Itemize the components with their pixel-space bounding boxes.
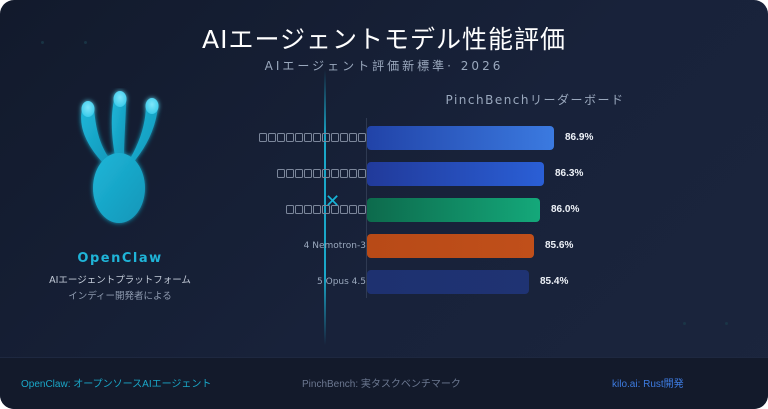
brand-tagline: AIエージェントプラットフォーム (49, 275, 191, 286)
missing-glyph-icon (259, 133, 267, 142)
decor-dot (41, 41, 44, 44)
missing-glyph-icon (331, 133, 339, 142)
missing-glyph-icon (322, 133, 330, 142)
claw-hand-icon (81, 91, 159, 223)
missing-glyph-icon (295, 205, 303, 214)
missing-glyph-icon (331, 169, 339, 178)
missing-glyph-icon (304, 169, 312, 178)
missing-glyph-icon (295, 169, 303, 178)
footer-kilo-note: kilo.ai: Rust開発 (612, 379, 684, 390)
missing-glyph-icon (313, 205, 321, 214)
bar-label: 5 Opus 4.5 (317, 277, 366, 287)
footer: OpenClaw: オープンソースAIエージェント PinchBench: 実タ… (0, 357, 768, 409)
bar-value: 85.4% (540, 276, 569, 287)
missing-glyph-icon (349, 205, 357, 214)
missing-glyph-icon (322, 169, 330, 178)
missing-glyph-icon (277, 133, 285, 142)
leaderboard-title: PinchBenchリーダーボード (445, 93, 625, 107)
bar (367, 126, 554, 150)
missing-glyph-icon (304, 205, 312, 214)
decor-dot (683, 322, 686, 325)
x-mark-icon: ✕ (325, 191, 341, 212)
bar (367, 270, 529, 294)
bar-label: 4 Nemotron-3 (303, 241, 366, 251)
missing-glyph-icon (349, 133, 357, 142)
chart-row: 86.3% (0, 162, 768, 186)
bar-value: 86.0% (551, 204, 580, 215)
chart-row: 4 Nemotron-3 85.6% (0, 234, 768, 258)
missing-glyph-icon (358, 205, 366, 214)
chart-axis (366, 118, 367, 298)
chart-row: 86.0% (0, 198, 768, 222)
missing-glyph-icon (340, 169, 348, 178)
missing-glyph-icon (286, 133, 294, 142)
bar-value: 85.6% (545, 240, 574, 251)
bar-label (166, 126, 366, 150)
bar-label (166, 162, 366, 186)
missing-glyph-icon (295, 133, 303, 142)
footer-openclaw-note: OpenClaw: オープンソースAIエージェント (21, 379, 212, 390)
brand-byline: インディー開発者による (68, 291, 172, 302)
page-title: AIエージェントモデル性能評価 (202, 25, 566, 54)
chart-row: 86.9% (0, 126, 768, 150)
bar (367, 234, 534, 258)
missing-glyph-icon (331, 205, 339, 214)
missing-glyph-icon (286, 205, 294, 214)
missing-glyph-icon (340, 205, 348, 214)
missing-glyph-icon (268, 133, 276, 142)
bar-label (166, 198, 366, 222)
bar (367, 198, 540, 222)
bar (367, 162, 544, 186)
missing-glyph-icon (358, 133, 366, 142)
missing-glyph-icon (277, 169, 285, 178)
chart-row: 5 Opus 4.5 85.4% (0, 270, 768, 294)
missing-glyph-icon (322, 205, 330, 214)
page-subtitle: AIエージェント評価新標準· 2026 (264, 59, 504, 73)
divider-line (324, 70, 326, 345)
missing-glyph-icon (349, 169, 357, 178)
decor-dot (84, 41, 87, 44)
missing-glyph-icon (313, 169, 321, 178)
missing-glyph-icon (340, 133, 348, 142)
missing-glyph-icon (304, 133, 312, 142)
brand-name: OpenClaw (77, 251, 163, 266)
missing-glyph-icon (313, 133, 321, 142)
missing-glyph-icon (286, 169, 294, 178)
missing-glyph-icon (358, 169, 366, 178)
decor-dot (725, 322, 728, 325)
bar-value: 86.3% (555, 168, 584, 179)
bar-value: 86.9% (565, 132, 594, 143)
footer-pinchbench-note: PinchBench: 実タスクベンチマーク (302, 379, 461, 390)
